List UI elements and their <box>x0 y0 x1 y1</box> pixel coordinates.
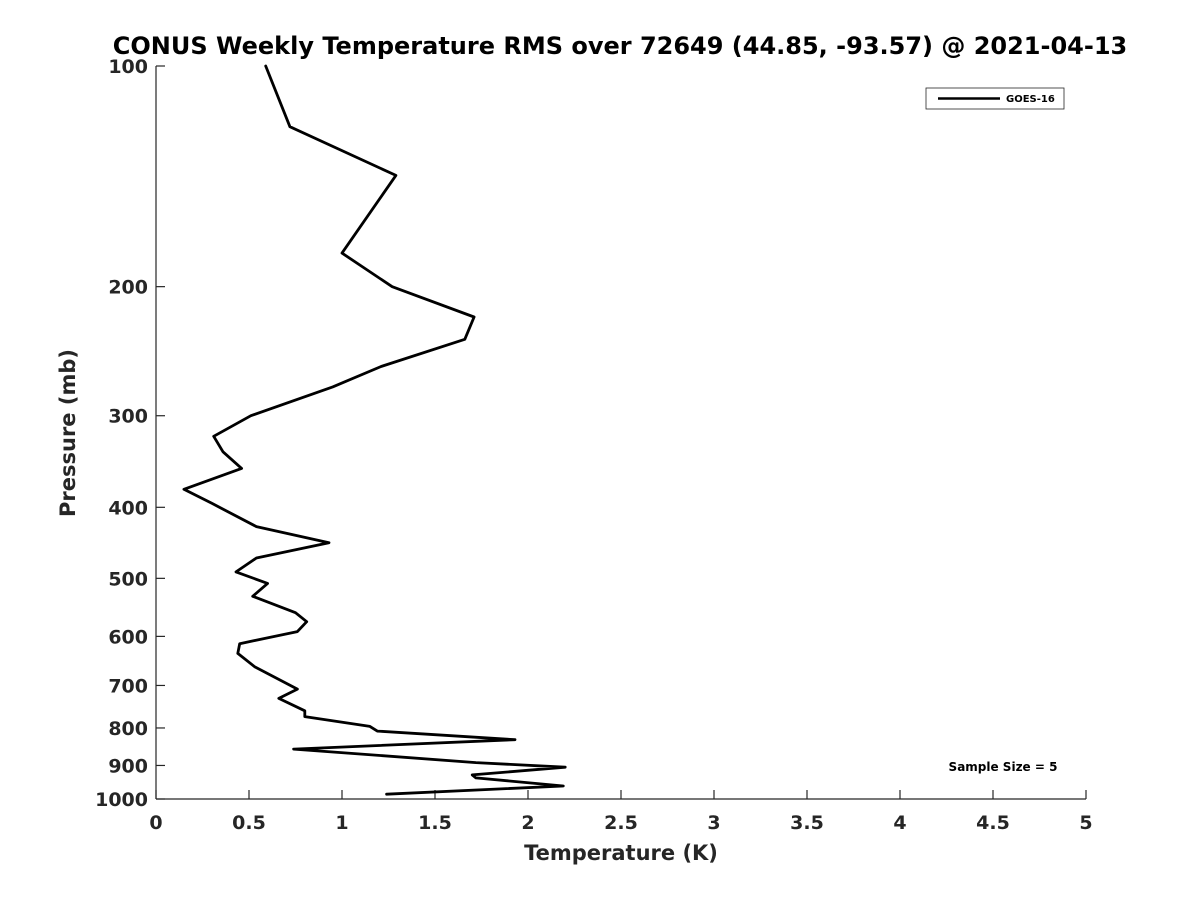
y-tick-label: 300 <box>108 406 148 428</box>
x-tick-label: 3 <box>707 812 720 834</box>
x-tick-label: 4 <box>893 812 906 834</box>
y-tick-label: 500 <box>108 568 148 590</box>
legend: GOES-16 <box>925 87 1065 110</box>
x-tick-label: 5 <box>1079 812 1092 834</box>
y-tick-label: 200 <box>108 277 148 299</box>
y-tick-label: 400 <box>108 497 148 519</box>
series-layer <box>182 64 567 796</box>
x-axis-label: Temperature (K) <box>524 841 718 865</box>
y-tick-label: 1000 <box>95 789 148 811</box>
sample-size-annotation: Sample Size = 5 <box>949 760 1058 774</box>
y-axis-ticks: 100 200 300 400 500 600 700 800 900 1000 <box>95 56 165 811</box>
x-axis-ticks: 0 0.5 1 1.5 2 2.5 3 3.5 4 4.5 5 <box>149 790 1093 834</box>
legend-entry-label: GOES-16 <box>1006 94 1055 105</box>
y-tick-label: 100 <box>108 56 148 78</box>
y-tick-label: 600 <box>108 626 148 648</box>
x-tick-label: 2.5 <box>604 812 638 834</box>
chart-title: CONUS Weekly Temperature RMS over 72649 … <box>113 32 1127 60</box>
y-axis-label: Pressure (mb) <box>56 349 80 517</box>
y-tick-label: 800 <box>108 718 148 740</box>
x-tick-label: 1.5 <box>418 812 452 834</box>
y-tick-label: 900 <box>108 755 148 777</box>
x-tick-label: 4.5 <box>976 812 1010 834</box>
x-tick-label: 0 <box>149 812 162 834</box>
x-tick-label: 2 <box>521 812 534 834</box>
y-tick-label: 700 <box>108 675 148 697</box>
x-tick-label: 3.5 <box>790 812 824 834</box>
series-line-goes-16 <box>182 64 567 796</box>
x-tick-label: 0.5 <box>232 812 266 834</box>
x-tick-label: 1 <box>335 812 348 834</box>
